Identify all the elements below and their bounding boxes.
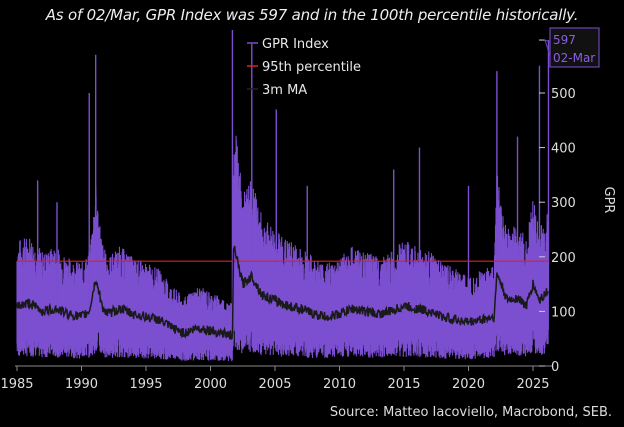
x-tick-label: 2010 bbox=[323, 377, 356, 392]
x-tick-label: 1990 bbox=[65, 377, 98, 392]
y-tick-label: 100 bbox=[551, 305, 576, 320]
y-tick-label: 0 bbox=[551, 360, 559, 375]
callout-pointer bbox=[544, 39, 551, 57]
legend-label: 95th percentile bbox=[262, 60, 361, 75]
callout-box bbox=[549, 27, 600, 68]
x-tick-label: 2000 bbox=[194, 377, 227, 392]
y-tick-label: 400 bbox=[551, 142, 576, 157]
x-tick-label: 1985 bbox=[0, 377, 33, 392]
x-tick-label: 2020 bbox=[452, 377, 485, 392]
x-tick-label: 1995 bbox=[129, 377, 162, 392]
chart-subtitle: As of 02/Mar, GPR Index was 597 and in t… bbox=[45, 6, 579, 24]
x-tick-label: 2025 bbox=[516, 377, 549, 392]
callout-value: 597 bbox=[553, 33, 576, 47]
x-tick-label: 2005 bbox=[258, 377, 291, 392]
x-tick-label: 2015 bbox=[387, 377, 420, 392]
legend-label: 3m MA bbox=[262, 83, 307, 98]
callout-date: 02-Mar bbox=[553, 51, 595, 65]
source-note: Source: Matteo Iacoviello, Macrobond, SE… bbox=[329, 405, 612, 420]
y-tick-label: 300 bbox=[551, 196, 576, 211]
gpr-index-series bbox=[16, 30, 550, 362]
legend-label: GPR Index bbox=[262, 37, 329, 52]
y-tick-label: 200 bbox=[551, 251, 576, 266]
ma-line bbox=[16, 245, 549, 340]
y-tick-label: 500 bbox=[551, 87, 576, 102]
y-axis-label: GPR bbox=[601, 187, 616, 214]
